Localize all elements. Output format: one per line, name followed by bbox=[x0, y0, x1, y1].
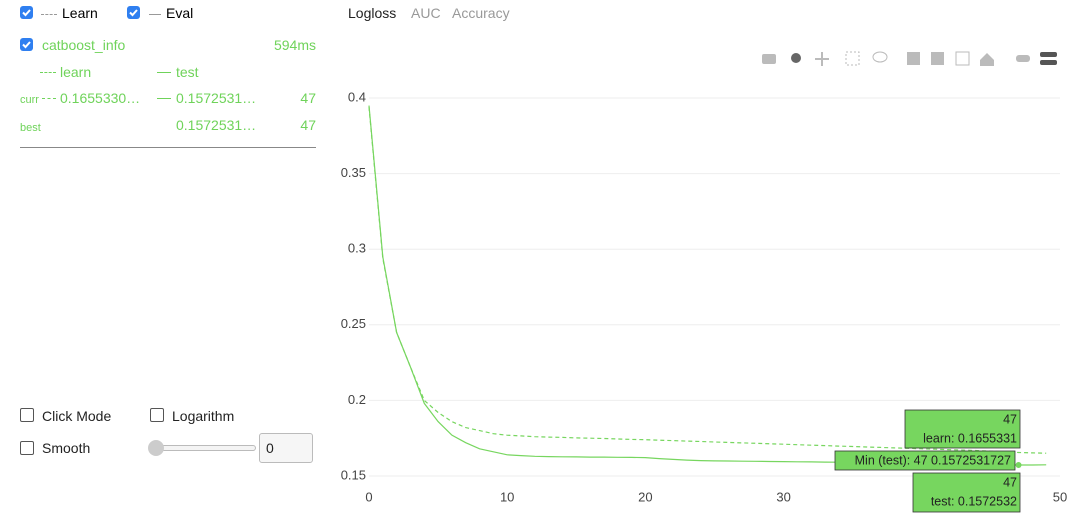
curr-label: curr bbox=[20, 94, 39, 106]
tooltip-text: test: 0.1572532 bbox=[931, 494, 1017, 508]
compare-icon[interactable] bbox=[1040, 52, 1057, 57]
learn-checkbox[interactable] bbox=[20, 6, 33, 19]
y-tick-label: 0.25 bbox=[341, 316, 366, 331]
learn-dash bbox=[42, 98, 56, 99]
x-tick-label: 30 bbox=[776, 489, 790, 504]
y-tick-label: 0.4 bbox=[348, 89, 366, 104]
smooth-input[interactable]: 0 bbox=[259, 433, 313, 463]
zoom-icon[interactable] bbox=[791, 53, 801, 63]
zoom-in-icon[interactable] bbox=[907, 52, 920, 65]
camera-icon[interactable] bbox=[762, 54, 776, 64]
smooth-slider[interactable] bbox=[150, 445, 256, 451]
y-tick-label: 0.35 bbox=[341, 165, 366, 180]
test-line bbox=[157, 72, 171, 73]
tab[interactable]: AUC bbox=[411, 5, 441, 21]
x-tick-label: 50 bbox=[1053, 489, 1067, 504]
tooltip-text: 47 bbox=[1003, 412, 1017, 426]
x-tick-label: 10 bbox=[500, 489, 514, 504]
compare-icon[interactable] bbox=[1040, 60, 1057, 65]
col-learn: learn bbox=[60, 64, 92, 80]
y-tick-label: 0.3 bbox=[348, 241, 366, 256]
best-iter: 47 bbox=[300, 117, 316, 133]
smooth-checkbox[interactable] bbox=[20, 441, 34, 455]
lasso-icon[interactable] bbox=[872, 51, 888, 63]
zoom-out-icon[interactable] bbox=[931, 52, 944, 65]
test-line bbox=[157, 98, 171, 99]
eval-line bbox=[149, 14, 161, 15]
select-icon[interactable] bbox=[845, 51, 860, 66]
tab[interactable]: Logloss bbox=[348, 5, 397, 21]
chart: 0.150.20.250.30.350.40102030405047learn:… bbox=[341, 51, 1067, 513]
tooltip-text: Min (test): 47 0.1572531727 bbox=[855, 453, 1011, 467]
pan-icon[interactable] bbox=[815, 52, 829, 66]
logarithm-label: Logarithm bbox=[172, 408, 235, 424]
eval-checkbox[interactable] bbox=[127, 6, 140, 19]
divider bbox=[20, 147, 316, 148]
curr-iter: 47 bbox=[300, 90, 316, 106]
y-tick-label: 0.2 bbox=[348, 392, 366, 407]
smooth-value: 0 bbox=[266, 440, 274, 456]
eval-label: Eval bbox=[166, 5, 194, 21]
spike-icon[interactable] bbox=[1016, 55, 1030, 62]
learn-dash bbox=[40, 72, 56, 73]
tooltip-box bbox=[912, 472, 1021, 513]
curr-learn: 0.1655330… bbox=[60, 90, 141, 106]
logarithm-checkbox[interactable] bbox=[150, 408, 164, 422]
x-tick-label: 0 bbox=[365, 489, 372, 504]
tooltip-box bbox=[834, 450, 1016, 471]
hover-point bbox=[1015, 462, 1022, 469]
reset-icon[interactable] bbox=[980, 53, 994, 66]
y-tick-label: 0.15 bbox=[341, 467, 366, 482]
best-label: best bbox=[20, 122, 41, 134]
tooltip-text: 47 bbox=[1003, 475, 1017, 489]
slider-thumb[interactable] bbox=[148, 440, 164, 456]
smooth-label: Smooth bbox=[42, 440, 91, 456]
tooltip-text: learn: 0.1655331 bbox=[923, 431, 1017, 445]
click-mode-label: Click Mode bbox=[42, 408, 112, 424]
col-test: test bbox=[176, 64, 199, 80]
run-name: catboost_info bbox=[42, 37, 126, 53]
learn-dash bbox=[41, 14, 57, 15]
tooltip-box bbox=[904, 409, 1021, 449]
run-checkbox[interactable] bbox=[20, 38, 33, 51]
curr-test: 0.1572531… bbox=[176, 90, 257, 106]
tab[interactable]: Accuracy bbox=[452, 5, 510, 21]
autoscale-icon[interactable] bbox=[955, 51, 970, 66]
click-mode-checkbox[interactable] bbox=[20, 408, 34, 422]
learn-label: Learn bbox=[62, 5, 98, 21]
run-time: 594ms bbox=[273, 37, 316, 53]
best-test: 0.1572531… bbox=[176, 117, 257, 133]
series-line bbox=[368, 107, 1047, 454]
x-tick-label: 20 bbox=[638, 489, 652, 504]
toolbar bbox=[762, 51, 1057, 66]
